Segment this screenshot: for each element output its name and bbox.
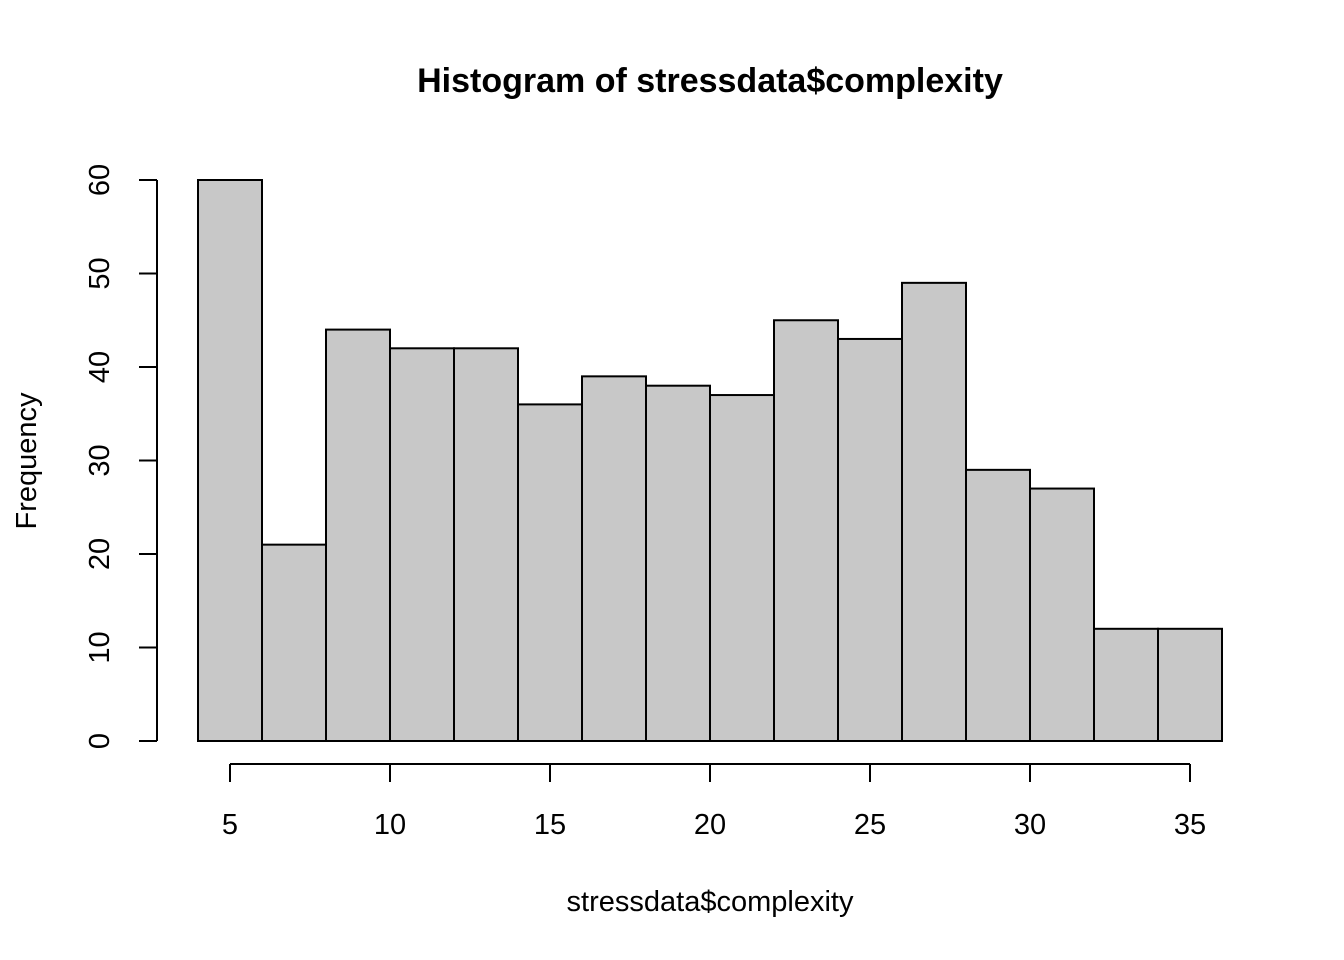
x-axis: 5 10 15 20 25 30 35: [222, 763, 1206, 841]
histogram-bar: [901, 281, 967, 742]
y-tick-label: 0: [84, 733, 116, 749]
bars-group: [197, 179, 1223, 743]
histogram-bar: [1029, 487, 1095, 742]
histogram-bar: [517, 403, 583, 742]
x-tick-label: 30: [1014, 809, 1046, 841]
chart-title: Histogram of stressdata$complexity: [417, 62, 1003, 100]
x-tick-label: 25: [854, 809, 886, 841]
histogram-bar: [325, 328, 391, 742]
y-tick-label: 40: [84, 351, 116, 383]
histogram-bar: [965, 468, 1031, 742]
histogram-bar: [1093, 627, 1159, 742]
histogram-bar: [389, 347, 455, 742]
histogram-bar: [773, 319, 839, 742]
y-tick-label: 30: [84, 444, 116, 476]
x-tick-label: 35: [1174, 809, 1206, 841]
x-tick-label: 15: [534, 809, 566, 841]
x-axis-label: stressdata$complexity: [567, 886, 854, 918]
y-tick-label: 20: [84, 538, 116, 570]
histogram-bar: [645, 384, 711, 742]
y-tick-label: 50: [84, 257, 116, 289]
histogram-bar: [581, 375, 647, 742]
histogram-bar: [453, 347, 519, 742]
y-axis-label: Frequency: [11, 392, 43, 530]
histogram-bar: [261, 543, 327, 743]
y-tick-label: 60: [84, 164, 116, 196]
x-tick-label: 20: [694, 809, 726, 841]
histogram-bar: [1157, 627, 1223, 742]
histogram-bar: [197, 179, 263, 742]
histogram-bar: [837, 337, 903, 742]
y-axis: 0 10 20 30 40 50 60: [84, 164, 158, 749]
histogram-bar: [709, 394, 775, 742]
y-tick-label: 10: [84, 631, 116, 663]
x-tick-label: 10: [374, 809, 406, 841]
x-tick-label: 5: [222, 809, 238, 841]
